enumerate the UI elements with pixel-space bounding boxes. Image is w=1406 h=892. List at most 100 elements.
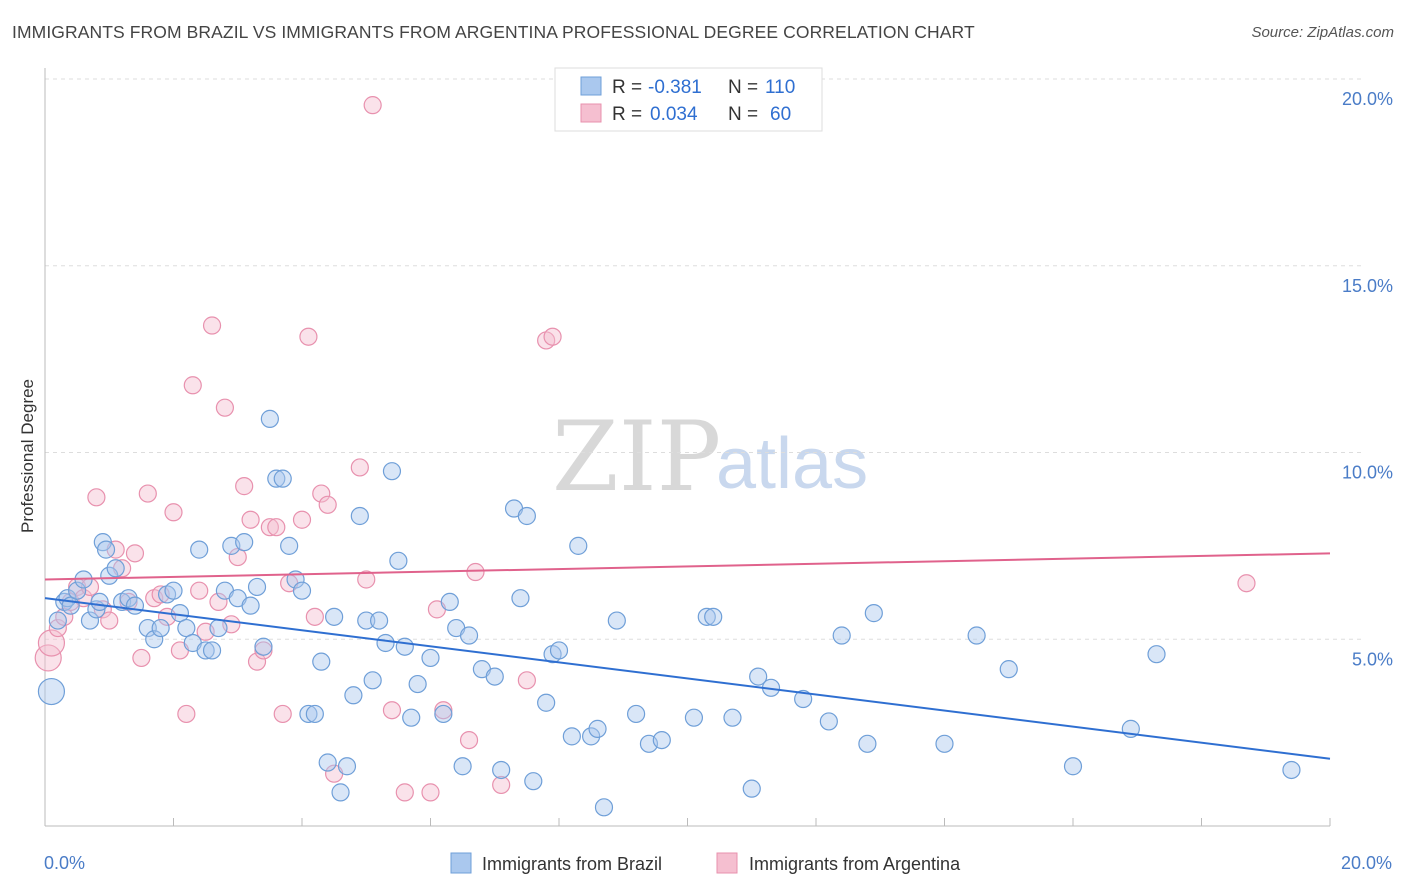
brazil-point: [209, 618, 228, 638]
brazil-point: [395, 637, 414, 656]
brazil-point: [247, 577, 267, 597]
brazil-point: [1063, 757, 1083, 776]
brazil-point: [80, 611, 100, 630]
argentina-point: [357, 570, 376, 589]
brazil-point: [100, 566, 119, 585]
brazil-point: [254, 637, 273, 656]
argentina-point: [382, 701, 402, 720]
y-tick-label: 20.0%: [1342, 89, 1393, 109]
brazil-point: [344, 686, 363, 705]
source-credit: Source: ZipAtlas.com: [1251, 24, 1394, 41]
argentina-r-value: 0.034: [650, 104, 698, 125]
brazil-point: [280, 536, 299, 555]
brazil-point: [935, 734, 954, 753]
argentina-r-label: R =: [612, 104, 642, 125]
y-tick-labels: 5.0% 10.0% 15.0% 20.0%: [1342, 89, 1393, 669]
brazil-point: [299, 704, 318, 724]
brazil-point: [382, 462, 402, 481]
argentina-trend-line: [44, 552, 1331, 581]
argentina-point: [183, 376, 202, 395]
brazil-point: [202, 641, 222, 660]
brazil-point: [485, 667, 504, 686]
brazil-n-value: 110: [765, 77, 795, 98]
argentina-point: [273, 704, 292, 724]
argentina-point: [305, 607, 324, 626]
brazil-point: [312, 652, 331, 671]
brazil-point: [569, 536, 588, 555]
brazil-point: [37, 677, 66, 706]
brazil-point: [684, 708, 704, 727]
brazil-point: [260, 409, 279, 428]
argentina-point: [190, 581, 209, 600]
brazil-point: [164, 581, 183, 600]
brazil-trend-line: [44, 597, 1331, 760]
argentina-point: [466, 562, 485, 582]
bottom-legend-brazil-swatch: [450, 852, 472, 874]
argentina-point: [260, 518, 279, 537]
brazil-point: [652, 730, 671, 750]
brazil-point: [832, 626, 851, 645]
brazil-point: [562, 727, 581, 746]
brazil-point: [305, 704, 324, 724]
bottom-legend-argentina-swatch: [716, 852, 738, 874]
brazil-point: [376, 633, 395, 653]
brazil-point: [742, 779, 761, 798]
argentina-point: [318, 495, 337, 514]
brazil-point: [106, 559, 125, 578]
brazil-point: [588, 719, 607, 738]
argentina-point: [267, 518, 286, 537]
brazil-point: [626, 704, 646, 724]
stats-legend: R = -0.381 N = 110 R = 0.034 N = 60: [554, 67, 823, 132]
argentina-point: [350, 458, 369, 477]
brazil-point: [453, 757, 472, 776]
argentina-n-label: N =: [728, 104, 758, 125]
brazil-point: [421, 648, 440, 668]
series-legend: Immigrants from Brazil Immigrants from A…: [450, 852, 961, 874]
brazil-point: [492, 760, 511, 780]
brazil-point: [749, 667, 768, 686]
brazil-point: [145, 630, 164, 649]
argentina-point: [235, 477, 254, 496]
brazil-legend-swatch: [580, 76, 602, 96]
argentina-legend-swatch: [580, 103, 602, 123]
argentina-point: [48, 618, 67, 638]
brazil-point: [459, 626, 479, 645]
argentina-point: [421, 783, 440, 802]
argentina-point: [132, 648, 151, 668]
argentina-point: [363, 96, 382, 115]
watermark: ZIP atlas: [552, 401, 868, 513]
brazil-point: [138, 618, 157, 638]
argentina-point: [492, 775, 511, 795]
brazil-point: [331, 783, 350, 802]
brazil-point: [370, 611, 389, 630]
brazil-point: [697, 607, 716, 626]
argentina-point: [1237, 574, 1256, 593]
y-axis-label: Professional Degree: [18, 379, 37, 533]
argentina-point: [125, 544, 145, 563]
brazil-r-value: -0.381: [648, 77, 702, 98]
argentina-point: [87, 488, 106, 507]
brazil-point: [704, 607, 723, 626]
brazil-point: [402, 708, 421, 727]
argentina-point: [459, 730, 479, 750]
brazil-point: [1282, 760, 1301, 780]
bottom-legend-argentina-label: Immigrants from Argentina: [749, 854, 961, 874]
brazil-point: [337, 757, 357, 776]
brazil-point: [549, 641, 569, 660]
brazil-point: [723, 708, 742, 727]
brazil-point: [864, 604, 883, 623]
brazil-point: [537, 693, 556, 712]
brazil-point: [434, 704, 453, 724]
brazil-point: [125, 596, 145, 615]
brazil-point: [350, 506, 369, 526]
argentina-point: [138, 484, 157, 503]
brazil-point: [68, 581, 87, 600]
x-tick-label-min: 0.0%: [44, 853, 85, 873]
brazil-point: [90, 592, 109, 612]
brazil-r-label: R =: [612, 77, 642, 98]
argentina-point: [395, 783, 414, 802]
brazil-point: [819, 712, 838, 731]
brazil-point: [241, 596, 260, 615]
watermark-atlas: atlas: [716, 424, 868, 504]
